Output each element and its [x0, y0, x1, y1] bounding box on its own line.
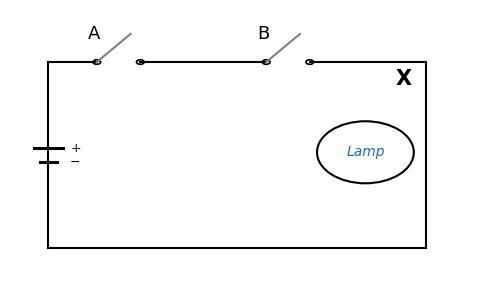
- Text: X: X: [396, 69, 412, 89]
- Text: B: B: [257, 25, 270, 43]
- Text: +: +: [70, 142, 81, 155]
- Text: −: −: [70, 156, 81, 169]
- Text: A: A: [88, 25, 101, 43]
- Text: Lamp: Lamp: [346, 145, 385, 159]
- Ellipse shape: [317, 121, 414, 183]
